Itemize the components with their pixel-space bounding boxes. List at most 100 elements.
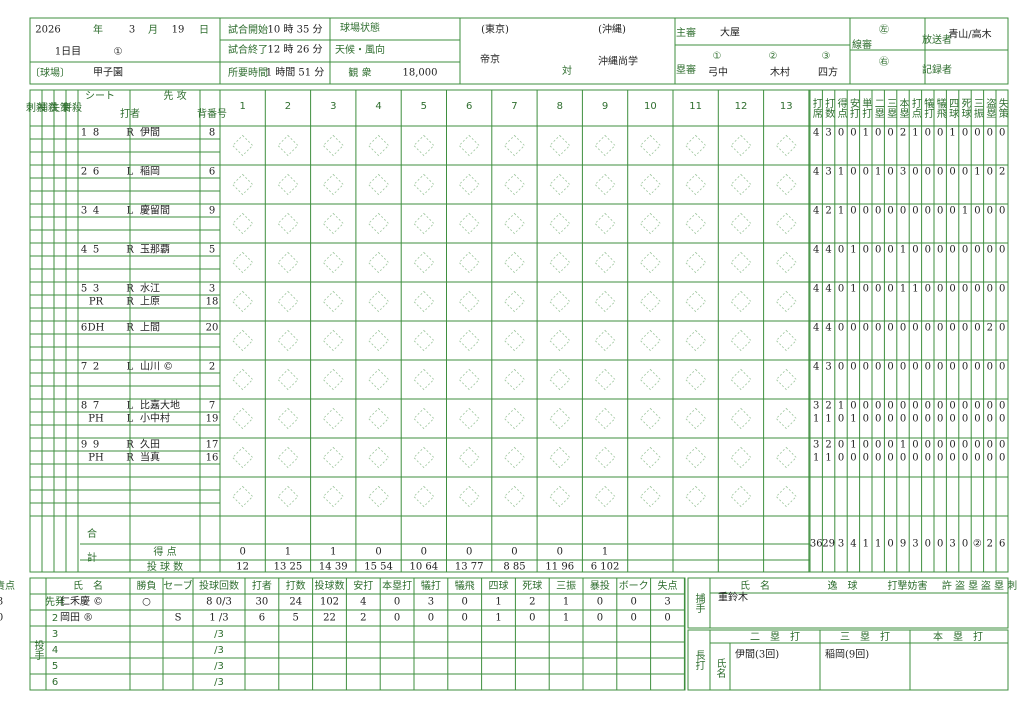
batting-stat: 2 [999, 167, 1005, 178]
pitching-cell: 1 [563, 613, 569, 624]
header-day: 19 [172, 25, 185, 36]
pitching-cell: 0 [394, 597, 400, 608]
catcher-name: 重鈴木 [718, 591, 748, 604]
pitching-cell: 2 [360, 613, 366, 624]
diamond [413, 407, 435, 430]
bats: L [127, 414, 134, 425]
batting-stat: 1 [912, 284, 918, 295]
batting-stat: 0 [863, 167, 869, 178]
batting-stat: 0 [962, 167, 968, 178]
player-name: 当真 [140, 451, 160, 464]
player-name: 上原 [140, 296, 160, 308]
diamond [367, 407, 390, 430]
diamond [639, 290, 661, 313]
batting-stat: 0 [900, 401, 906, 412]
stat-label: 四球 [947, 98, 959, 118]
batting-stat: 0 [838, 453, 844, 464]
inning-number: 1 [239, 101, 245, 112]
diamond [367, 290, 390, 313]
batting-stat: 0 [974, 453, 980, 464]
position: PR [89, 297, 104, 308]
diamond [458, 368, 480, 391]
player-name: 山川 © [140, 361, 173, 373]
batting-stat: 0 [850, 167, 856, 178]
batting-stat: 0 [937, 401, 943, 412]
pitching-header: 三振 [556, 579, 576, 592]
diamond [549, 329, 571, 352]
batting-stat: 3 [825, 362, 831, 373]
inning-number: 3 [330, 101, 336, 112]
batting-stat: 0 [912, 206, 918, 217]
pitching-header: 犠打 [421, 579, 441, 592]
diamond [549, 290, 571, 313]
defense-header: 失策 [50, 101, 70, 114]
batting-stat: 0 [875, 453, 881, 464]
position: 9 [93, 440, 99, 451]
inning-number: 12 [735, 101, 748, 112]
diamond [775, 329, 797, 352]
batting-stat: 0 [974, 440, 980, 451]
batting-stat: 0 [925, 128, 931, 139]
header-line-label: 線審 [852, 38, 872, 51]
total-stat: 6 [999, 539, 1005, 550]
batting-stat: 2 [900, 128, 906, 139]
diamond [277, 368, 299, 391]
innings-slash: /3 [214, 629, 224, 640]
diamond [594, 251, 616, 274]
label: シート [85, 91, 115, 102]
batting-stat: 1 [850, 284, 856, 295]
batting-stat: 0 [949, 206, 955, 217]
diamond [322, 173, 344, 196]
diamond [730, 485, 752, 508]
pitching-header: セーブ [163, 579, 192, 592]
uniform-number: 9 [209, 206, 215, 217]
batting-stat: 0 [962, 401, 968, 412]
diamond [685, 446, 707, 469]
diamond [413, 134, 435, 157]
batting-stat: 0 [987, 401, 993, 412]
diamond [549, 251, 571, 274]
batting-stat: 0 [999, 128, 1005, 139]
batting-stat: 0 [875, 128, 881, 139]
pitching-cell: 3 [428, 597, 434, 608]
box [29, 89, 1009, 573]
inning-number: 13 [780, 101, 793, 112]
batting-stat: 0 [838, 323, 844, 334]
defense-header: 併殺 [62, 101, 82, 114]
diamond [503, 173, 526, 196]
inning-runs: 0 [239, 547, 245, 558]
inning-number: 7 [511, 101, 517, 112]
batting-stat: 4 [825, 323, 831, 334]
pitching-header: 失点 [658, 579, 678, 592]
bats: R [126, 284, 134, 295]
header-duration-label: 所要時間 [228, 67, 268, 79]
total-stat: 3 [838, 539, 844, 550]
label: 長打 [693, 650, 705, 670]
diamond [367, 251, 390, 274]
position: 2 [93, 362, 99, 373]
diamond [685, 212, 707, 235]
pitching-header: 勝負 [137, 579, 157, 592]
batting-stat: 0 [949, 167, 955, 178]
batting-stat: 0 [937, 167, 943, 178]
inning-pitches: 15 54 [364, 562, 393, 573]
pitching-cell: 岡田 ® [60, 612, 93, 624]
label: 合 [87, 527, 97, 540]
batting-stat: 0 [850, 206, 856, 217]
pitching-cell: 0 [597, 613, 603, 624]
diamond [549, 407, 571, 430]
batting-stat: 0 [949, 440, 955, 451]
total-stat: 1 [875, 539, 881, 550]
diamond [503, 251, 526, 274]
batting-stat: 0 [887, 323, 893, 334]
inning-pitches: 11 96 [545, 562, 574, 573]
batting-order: 9 [81, 440, 87, 451]
diamond [232, 485, 254, 508]
diamond [685, 407, 707, 430]
batting-stat: 0 [974, 206, 980, 217]
diamond [277, 290, 299, 313]
inning-runs: 1 [330, 547, 336, 558]
header-crowd-label: 観 衆 [348, 66, 371, 79]
batting-stat: 3 [813, 401, 819, 412]
